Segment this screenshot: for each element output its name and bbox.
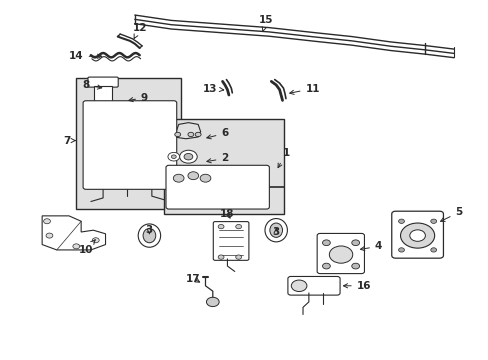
Ellipse shape — [143, 228, 156, 243]
FancyBboxPatch shape — [317, 233, 364, 274]
Circle shape — [235, 225, 241, 229]
Circle shape — [173, 174, 183, 182]
FancyBboxPatch shape — [83, 101, 176, 189]
Text: 6: 6 — [206, 129, 228, 139]
Circle shape — [430, 248, 436, 252]
Text: 15: 15 — [259, 15, 273, 31]
Ellipse shape — [264, 219, 287, 242]
Circle shape — [218, 255, 224, 259]
FancyBboxPatch shape — [391, 211, 443, 258]
Text: 13: 13 — [203, 84, 223, 94]
Text: 9: 9 — [128, 93, 148, 103]
Circle shape — [174, 132, 180, 136]
Circle shape — [351, 263, 359, 269]
Circle shape — [187, 132, 193, 136]
Circle shape — [206, 297, 219, 307]
FancyBboxPatch shape — [163, 119, 283, 214]
Circle shape — [73, 244, 80, 249]
Circle shape — [398, 219, 404, 224]
Circle shape — [430, 219, 436, 224]
Circle shape — [322, 240, 330, 246]
Circle shape — [400, 223, 434, 248]
Text: 10: 10 — [79, 240, 95, 255]
Circle shape — [46, 233, 53, 238]
Circle shape — [218, 225, 224, 229]
Text: 16: 16 — [343, 281, 370, 291]
Circle shape — [171, 155, 176, 158]
Text: 17: 17 — [185, 274, 200, 284]
Text: 3: 3 — [145, 225, 153, 235]
Text: 12: 12 — [132, 23, 146, 39]
Ellipse shape — [138, 224, 160, 247]
Circle shape — [183, 153, 192, 160]
Circle shape — [179, 150, 197, 163]
Circle shape — [235, 255, 241, 259]
Text: 5: 5 — [440, 207, 462, 221]
Circle shape — [409, 230, 425, 241]
Circle shape — [398, 248, 404, 252]
Text: 11: 11 — [289, 84, 319, 94]
Text: 18: 18 — [220, 209, 234, 219]
Ellipse shape — [269, 223, 282, 237]
Circle shape — [187, 172, 198, 180]
Circle shape — [167, 152, 179, 161]
Text: 4: 4 — [360, 241, 382, 251]
Circle shape — [322, 263, 330, 269]
FancyBboxPatch shape — [213, 222, 248, 260]
FancyBboxPatch shape — [165, 165, 269, 209]
Text: 3: 3 — [272, 227, 279, 237]
Circle shape — [92, 238, 99, 243]
Polygon shape — [42, 216, 105, 250]
Circle shape — [351, 240, 359, 246]
FancyBboxPatch shape — [88, 77, 118, 87]
Text: 1: 1 — [278, 148, 289, 168]
Circle shape — [43, 219, 50, 224]
FancyBboxPatch shape — [76, 78, 181, 209]
FancyBboxPatch shape — [94, 86, 112, 103]
Circle shape — [200, 174, 210, 182]
Text: 8: 8 — [82, 80, 102, 90]
Text: 7: 7 — [62, 136, 76, 145]
Circle shape — [329, 246, 352, 263]
FancyBboxPatch shape — [287, 276, 339, 295]
Circle shape — [291, 280, 306, 292]
Text: 14: 14 — [69, 51, 102, 61]
Text: 2: 2 — [206, 153, 228, 163]
Circle shape — [195, 132, 201, 136]
